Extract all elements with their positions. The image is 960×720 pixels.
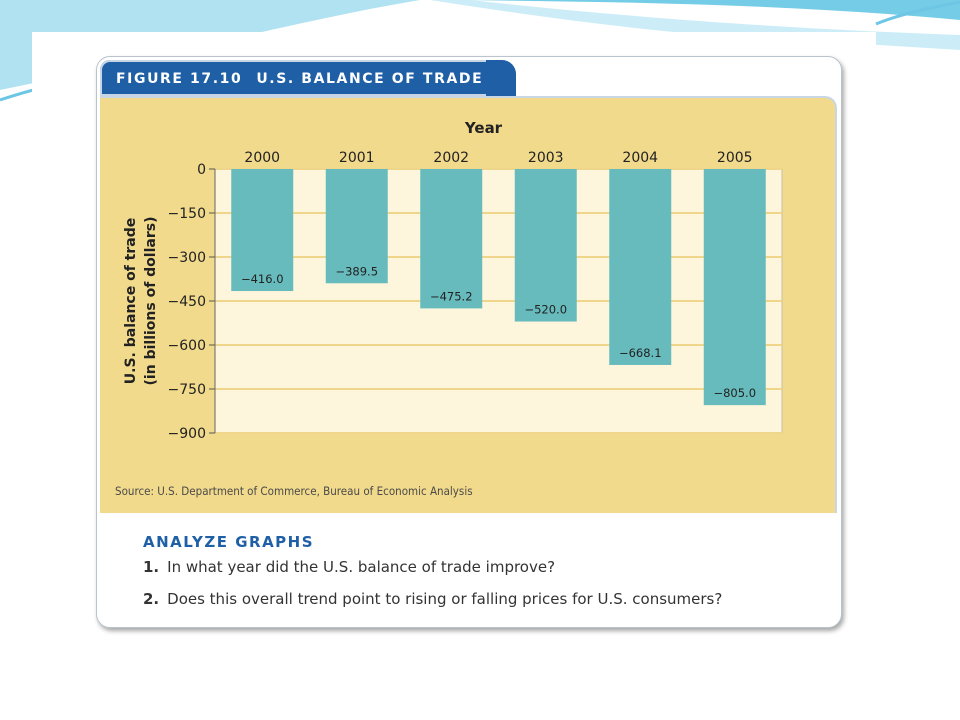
x-tick-label: 2005 [717,150,753,166]
question-1-number: 1. [143,558,160,576]
x-axis-title: Year [464,119,503,137]
value-label: −389.5 [335,264,378,278]
question-2-text: Does this overall trend point to rising … [167,590,723,608]
y-tick-label: −450 [168,294,206,310]
bar-chart: 0−150−300−450−600−750−900 2000 2001 2002 20… [123,119,783,442]
bar-2005 [703,169,766,406]
question-1-text: In what year did the U.S. balance of tra… [167,558,556,576]
y-tick-label: −150 [168,206,206,222]
bar-2004 [609,169,672,365]
figure-title-text: U.S. BALANCE OF TRADE [256,71,484,87]
value-label-background [522,299,569,318]
value-label: −475.2 [430,289,473,303]
y-tick-label: −600 [168,338,206,354]
figure-title-tab [100,60,516,96]
value-label: −416.0 [241,272,284,286]
bar-2002 [420,169,483,309]
y-axis-title: U.S. balance of trade [123,218,139,384]
y-tick-label: 0 [197,162,206,178]
x-tick-label: 2004 [622,150,658,166]
value-label: −668.1 [619,346,662,360]
x-tick-label: 2002 [433,150,469,166]
bar-2003 [514,169,577,322]
y-tick-label: −750 [168,382,206,398]
value-label-background [333,261,380,280]
question-1: 1. In what year did the U.S. balance of t… [143,558,555,576]
figure-number: FIGURE 17.10 [116,71,243,87]
gridlines [209,168,782,434]
value-label-background [617,342,664,361]
x-tick-label: 2001 [339,150,375,166]
value-label-background [711,383,758,402]
x-tick-label: 2003 [528,150,564,166]
value-labels: −416.0 −389.5 −475.2 −520.0 −668.1 −805.0 [239,261,758,402]
question-2-number: 2. [143,590,160,608]
value-label-background [428,286,475,305]
x-tick-label: 2000 [244,150,280,166]
bars [231,169,766,406]
y-tick-label: −900 [168,426,206,442]
value-label: −520.0 [524,303,567,317]
y-tick-labels: 0 −150 −300 −450 −600 −750 −900 [168,162,206,442]
source-note: Source: U.S. Department of Commerce, Bur… [115,484,473,498]
x-tick-labels: 2000 2001 2002 2003 2004 2005 [244,150,752,166]
value-label: −805.0 [713,386,756,400]
figure-title: FIGURE 17.10 U.S. BALANCE OF TRADE [116,68,483,90]
y-axis-subtitle: (in billions of dollars) [143,217,159,386]
question-2: 2. Does this overall trend point to risin… [143,590,722,608]
analyze-graphs-heading: ANALYZE GRAPHS [143,533,315,551]
y-tick-label: −300 [168,250,206,266]
value-label-background [239,269,286,288]
